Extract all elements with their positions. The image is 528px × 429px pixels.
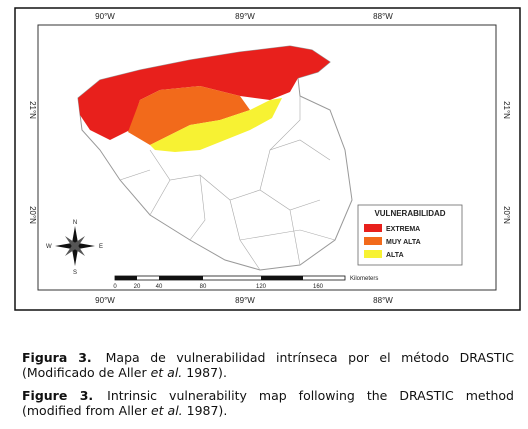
scale-bar: 0 20 40 80 120 160 Kilometers	[113, 275, 378, 290]
municipal-lines	[119, 96, 336, 271]
compass-w: W	[46, 244, 52, 250]
scale-unit: Kilometers	[350, 276, 378, 282]
compass-e: E	[99, 244, 103, 250]
compass-s: S	[73, 270, 77, 276]
caption-es: Figura 3. Mapa de vulnerabilidad intrínse…	[22, 350, 514, 380]
caption-label: Figure 3.	[22, 388, 94, 403]
caption-text: Intrinsic vulnerability map following th…	[22, 388, 514, 418]
scale-label: 160	[313, 284, 324, 290]
region-extrema	[78, 46, 330, 140]
legend-swatch	[364, 250, 382, 258]
compass-n: N	[73, 220, 77, 226]
region-alta	[150, 98, 282, 152]
lat-label: 20°N	[28, 206, 37, 224]
lon-label: 89°W	[235, 12, 255, 21]
legend: VULNERABILIDAD EXTREMA MUY ALTA ALTA	[357, 204, 463, 266]
lat-label: 21°N	[28, 101, 37, 119]
caption-italic: et al.	[150, 403, 183, 418]
scale-label: 0	[113, 284, 117, 290]
caption-italic: et al.	[150, 365, 183, 380]
lon-label: 90°W	[95, 296, 115, 305]
scale-segment	[159, 276, 203, 280]
lon-label: 88°W	[373, 12, 393, 21]
legend-swatch	[364, 224, 382, 232]
caption-text: Mapa de vulnerabilidad intrínseca por el…	[22, 350, 514, 380]
legend-label: ALTA	[386, 252, 404, 259]
legend-swatch	[364, 237, 382, 245]
caption-text: 1987).	[186, 403, 228, 418]
lon-label: 90°W	[95, 12, 115, 21]
scale-label: 40	[156, 284, 163, 290]
map: 90°W 89°W 88°W 90°W 89°W 88°W 21°N 20°N …	[14, 7, 521, 311]
legend-label: EXTREMA	[386, 226, 420, 233]
compass: N S E W	[46, 220, 103, 276]
scale-label: 120	[256, 284, 267, 290]
scale-outline	[114, 275, 346, 281]
lon-label: 89°W	[235, 296, 255, 305]
legend-title: VULNERABILIDAD	[374, 209, 445, 218]
caption-text: 1987).	[186, 365, 227, 380]
lat-label: 21°N	[502, 101, 511, 119]
legend-label: MUY ALTA	[386, 239, 421, 246]
lat-label: 20°N	[502, 206, 511, 224]
region-muy-alta	[128, 86, 250, 145]
scale-label: 20	[134, 284, 141, 290]
caption-en: Figure 3. Intrinsic vulnerability map fol…	[22, 388, 514, 418]
scale-label: 80	[200, 284, 207, 290]
caption-label: Figura 3.	[22, 350, 92, 365]
scale-segment	[261, 276, 303, 280]
lon-label: 88°W	[373, 296, 393, 305]
scale-segment	[115, 276, 137, 280]
